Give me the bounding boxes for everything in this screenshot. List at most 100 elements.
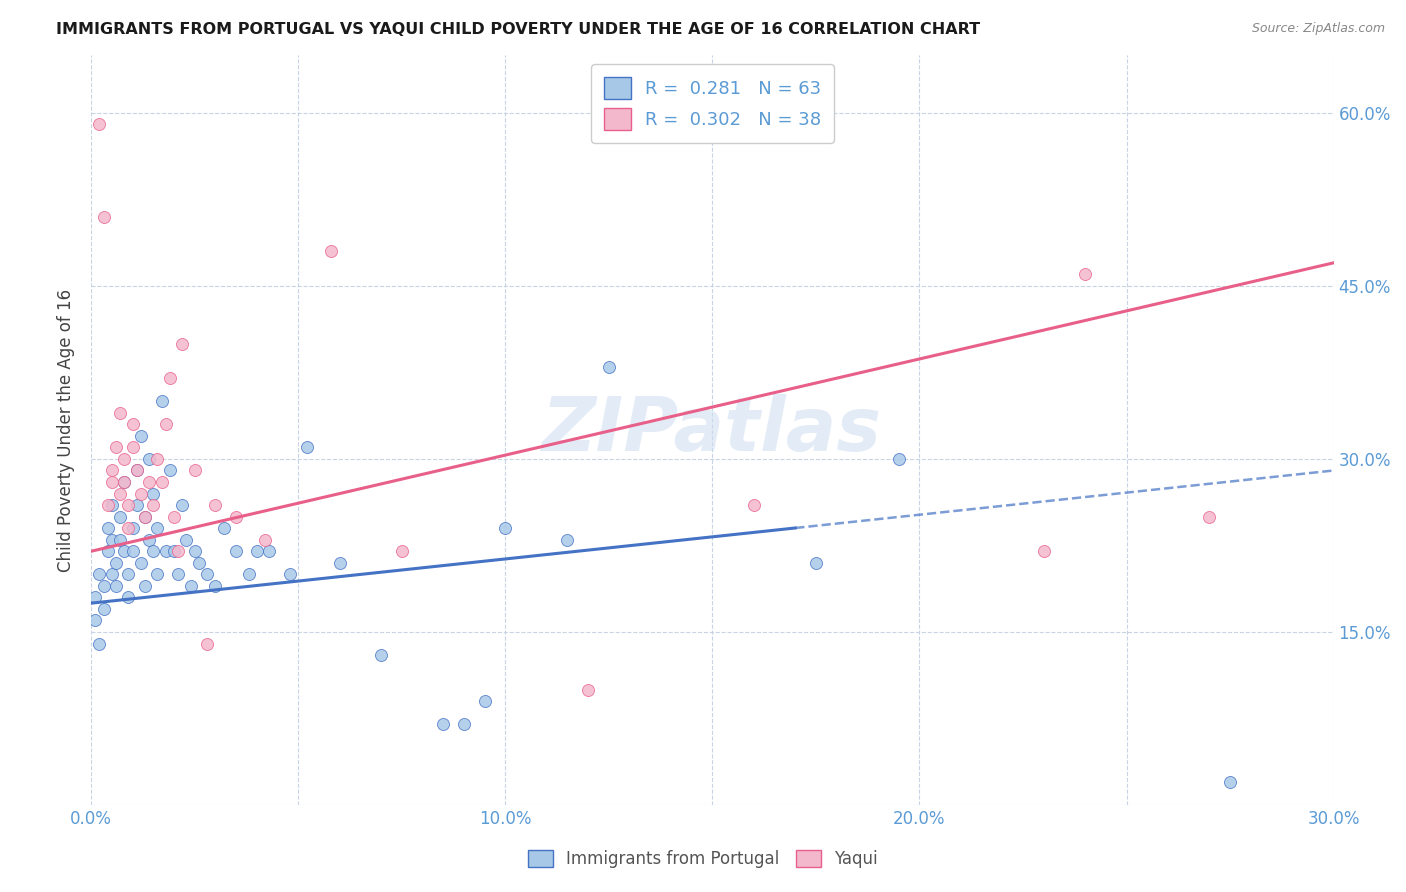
Point [121, 521, 143, 535]
Point [125, 463, 148, 477]
Point [112, 475, 135, 489]
Point [93, 602, 115, 616]
Point [101, 498, 124, 512]
Point [557, 533, 579, 547]
Point [108, 406, 131, 420]
Point [295, 441, 318, 455]
Point [246, 544, 269, 558]
Point [89, 567, 111, 582]
Point [172, 336, 194, 351]
Point [225, 509, 247, 524]
Point [101, 567, 124, 582]
Point [225, 544, 247, 558]
Text: ZIPatlas: ZIPatlas [543, 393, 883, 467]
Text: Source: ZipAtlas.com: Source: ZipAtlas.com [1251, 22, 1385, 36]
Point [238, 567, 260, 582]
Point [134, 579, 156, 593]
Point [125, 463, 148, 477]
Point [117, 498, 139, 512]
Point [391, 544, 413, 558]
Point [84, 591, 107, 605]
Point [159, 371, 181, 385]
Point [138, 452, 160, 467]
Point [150, 394, 173, 409]
Point [101, 475, 124, 489]
Point [329, 556, 352, 570]
Point [89, 636, 111, 650]
Point [121, 544, 143, 558]
Point [121, 417, 143, 432]
Point [101, 463, 124, 477]
Point [146, 521, 169, 535]
Point [163, 544, 186, 558]
Point [129, 556, 152, 570]
Point [212, 521, 235, 535]
Point [129, 429, 152, 443]
Point [176, 533, 198, 547]
Point [183, 463, 205, 477]
Point [742, 498, 765, 512]
Legend: Immigrants from Portugal, Yaqui: Immigrants from Portugal, Yaqui [522, 843, 884, 875]
Point [163, 509, 186, 524]
Point [134, 509, 156, 524]
Point [432, 717, 454, 731]
Point [129, 486, 152, 500]
Point [155, 417, 177, 432]
Point [117, 521, 139, 535]
Point [117, 567, 139, 582]
Point [138, 475, 160, 489]
Point [453, 717, 475, 731]
Point [97, 498, 120, 512]
Point [84, 614, 107, 628]
Point [494, 521, 516, 535]
Point [278, 567, 301, 582]
Point [804, 556, 827, 570]
Point [180, 579, 202, 593]
Point [1219, 775, 1241, 789]
Point [1198, 509, 1220, 524]
Point [93, 210, 115, 224]
Point [254, 533, 277, 547]
Legend: R =  0.281   N = 63, R =  0.302   N = 38: R = 0.281 N = 63, R = 0.302 N = 38 [591, 64, 834, 143]
Point [138, 533, 160, 547]
Point [598, 359, 620, 374]
Text: IMMIGRANTS FROM PORTUGAL VS YAQUI CHILD POVERTY UNDER THE AGE OF 16 CORRELATION : IMMIGRANTS FROM PORTUGAL VS YAQUI CHILD … [56, 22, 980, 37]
Point [887, 452, 910, 467]
Point [108, 486, 131, 500]
Point [142, 486, 165, 500]
Point [187, 556, 209, 570]
Point [112, 475, 135, 489]
Point [370, 648, 392, 662]
Point [105, 579, 128, 593]
Point [142, 544, 165, 558]
Point [155, 544, 177, 558]
Point [108, 533, 131, 547]
Point [134, 509, 156, 524]
Point [112, 452, 135, 467]
Point [101, 533, 124, 547]
Y-axis label: Child Poverty Under the Age of 16: Child Poverty Under the Age of 16 [58, 288, 75, 572]
Point [121, 441, 143, 455]
Point [1074, 268, 1097, 282]
Point [108, 509, 131, 524]
Point [97, 521, 120, 535]
Point [204, 498, 226, 512]
Point [172, 498, 194, 512]
Point [576, 682, 599, 697]
Point [142, 498, 165, 512]
Point [146, 567, 169, 582]
Point [105, 441, 128, 455]
Point [150, 475, 173, 489]
Point [105, 556, 128, 570]
Point [321, 244, 343, 259]
Point [257, 544, 280, 558]
Point [195, 636, 218, 650]
Point [474, 694, 496, 708]
Point [159, 463, 181, 477]
Point [112, 544, 135, 558]
Point [167, 567, 190, 582]
Point [125, 498, 148, 512]
Point [117, 591, 139, 605]
Point [97, 544, 120, 558]
Point [93, 579, 115, 593]
